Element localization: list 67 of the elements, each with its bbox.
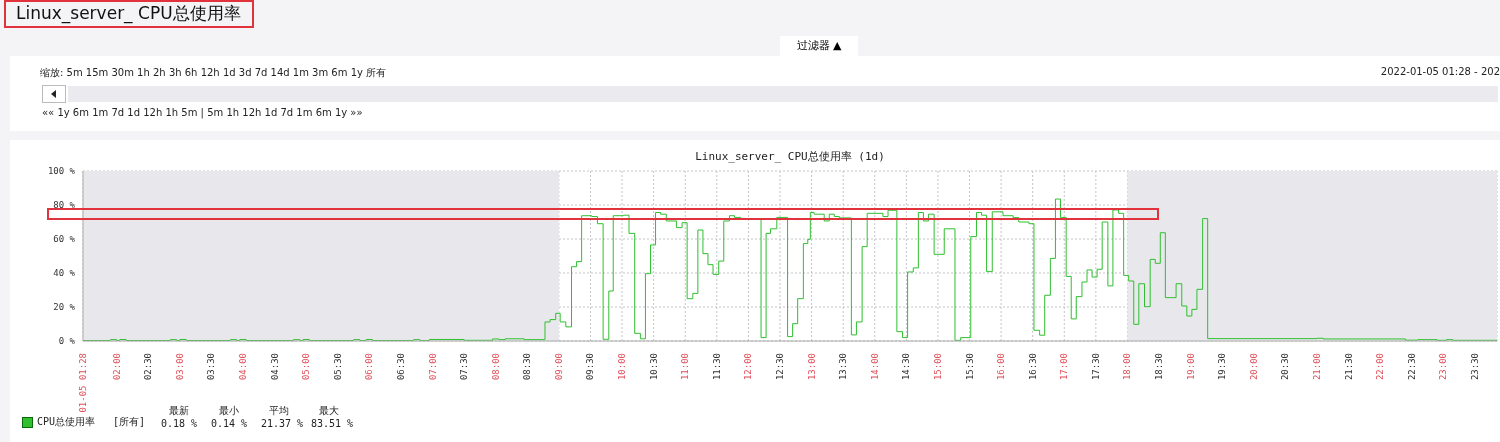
text: 0.18 % bbox=[161, 418, 199, 429]
x-tick-label: 03:00 bbox=[174, 353, 185, 381]
x-tick-label: 19:30 bbox=[1217, 353, 1228, 381]
x-tick-label: 20:00 bbox=[1248, 353, 1259, 381]
x-tick-label: 03:30 bbox=[206, 353, 217, 381]
text: 最大 bbox=[319, 404, 339, 418]
x-tick-label: 13:30 bbox=[838, 353, 849, 381]
x-tick-label: 17:00 bbox=[1059, 353, 1070, 381]
y-tick-label: 0 % bbox=[58, 336, 76, 347]
x-tick-label: 05:00 bbox=[301, 353, 312, 381]
x-tick-label: 18:30 bbox=[1154, 353, 1165, 381]
x-tick-label: 16:00 bbox=[996, 353, 1007, 381]
text: 83.51 % bbox=[311, 418, 355, 429]
text: 最新 bbox=[169, 404, 189, 418]
x-tick-label: 21:00 bbox=[1311, 353, 1322, 381]
x-tick-label: 15:00 bbox=[932, 353, 943, 381]
x-tick-label: 20:30 bbox=[1280, 353, 1291, 381]
text: 最小 bbox=[219, 404, 239, 418]
x-tick-label: 07:30 bbox=[459, 353, 470, 381]
chart-title: Linux_server_ CPU总使用率 (1d) bbox=[695, 149, 885, 163]
x-tick-label: 23:00 bbox=[1438, 353, 1449, 381]
x-tick-label: 02:00 bbox=[111, 353, 122, 381]
x-tick-label: 23:30 bbox=[1469, 353, 1480, 381]
x-tick-label: 12:00 bbox=[743, 353, 754, 381]
x-tick-label: 21:30 bbox=[1343, 353, 1354, 381]
text: «« 1y 6m 1m 7d 1d 12h 1h 5m | 5m 1h 12h 1d 7d 1m 6m 1y »» bbox=[42, 107, 363, 118]
x-tick-label: 22:00 bbox=[1375, 353, 1386, 381]
x-tick-label: 08:30 bbox=[522, 353, 533, 381]
x-tick-label: 14:30 bbox=[901, 353, 912, 381]
text: 缩放: 5m 15m 30m 1h 2h 3h 6h 12h 1d 3d 7d 14d 1m 3m 6m 1y 所有 bbox=[40, 66, 387, 80]
text: Linux_server_ CPU总使用率 bbox=[15, 2, 242, 26]
x-tick-label: 11:00 bbox=[680, 353, 691, 381]
x-tick-label: 12:30 bbox=[775, 353, 785, 381]
text: 0.14 % bbox=[211, 418, 249, 429]
x-tick-label: 09:30 bbox=[585, 353, 596, 381]
x-tick-label: 01-05 01:28 bbox=[78, 353, 88, 413]
x-tick-label: 07:00 bbox=[427, 353, 438, 381]
x-tick-label: 22:30 bbox=[1406, 353, 1417, 381]
y-tick-label: 100 % bbox=[47, 166, 76, 177]
y-tick-label: 20 % bbox=[53, 302, 76, 313]
y-tick-label: 80 % bbox=[53, 200, 76, 211]
x-tick-label: 10:30 bbox=[648, 353, 659, 381]
x-tick-label: 04:30 bbox=[269, 353, 280, 381]
x-tick-label: 06:30 bbox=[395, 353, 406, 381]
x-tick-label: 09:00 bbox=[553, 353, 564, 381]
x-tick-label: 05:30 bbox=[332, 353, 343, 381]
x-tick-label: 19:00 bbox=[1185, 353, 1196, 381]
legend-label: CPU总使用率 bbox=[37, 415, 97, 429]
x-tick-label: 17:30 bbox=[1090, 353, 1101, 381]
x-tick-label: 18:00 bbox=[1122, 353, 1133, 381]
x-tick-label: 08:00 bbox=[490, 353, 501, 381]
x-tick-label: 02:30 bbox=[143, 353, 154, 381]
text: 21.37 % bbox=[261, 418, 305, 429]
x-tick-label: 13:00 bbox=[806, 353, 817, 381]
x-tick-label: 15:30 bbox=[964, 353, 975, 381]
text: [所有] bbox=[113, 415, 147, 429]
x-tick-label: 11:30 bbox=[711, 353, 722, 381]
text: 2022-01-05 01:28 - 202 bbox=[1380, 66, 1500, 77]
x-tick-label: 16:30 bbox=[1027, 353, 1038, 381]
x-tick-label: 10:00 bbox=[617, 353, 628, 381]
x-tick-label: 06:00 bbox=[364, 353, 375, 381]
x-tick-label: 14:00 bbox=[869, 353, 880, 381]
y-tick-label: 60 % bbox=[53, 234, 76, 245]
text: 过滤器 ▲ bbox=[780, 36, 858, 56]
y-tick-label: 40 % bbox=[53, 268, 76, 279]
x-tick-label: 04:00 bbox=[238, 353, 249, 381]
text: 平均 bbox=[269, 404, 289, 418]
